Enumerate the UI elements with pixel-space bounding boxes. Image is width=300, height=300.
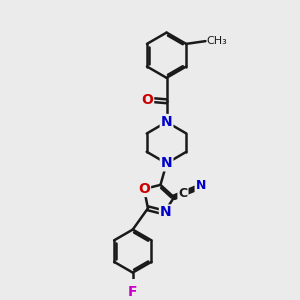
Text: F: F [128, 286, 137, 299]
Text: C: C [178, 187, 188, 200]
Text: O: O [141, 93, 153, 107]
Text: O: O [138, 182, 150, 196]
Text: N: N [161, 156, 172, 170]
Text: N: N [160, 206, 172, 220]
Text: N: N [196, 179, 206, 192]
Text: CH₃: CH₃ [207, 36, 228, 46]
Text: N: N [161, 115, 172, 129]
